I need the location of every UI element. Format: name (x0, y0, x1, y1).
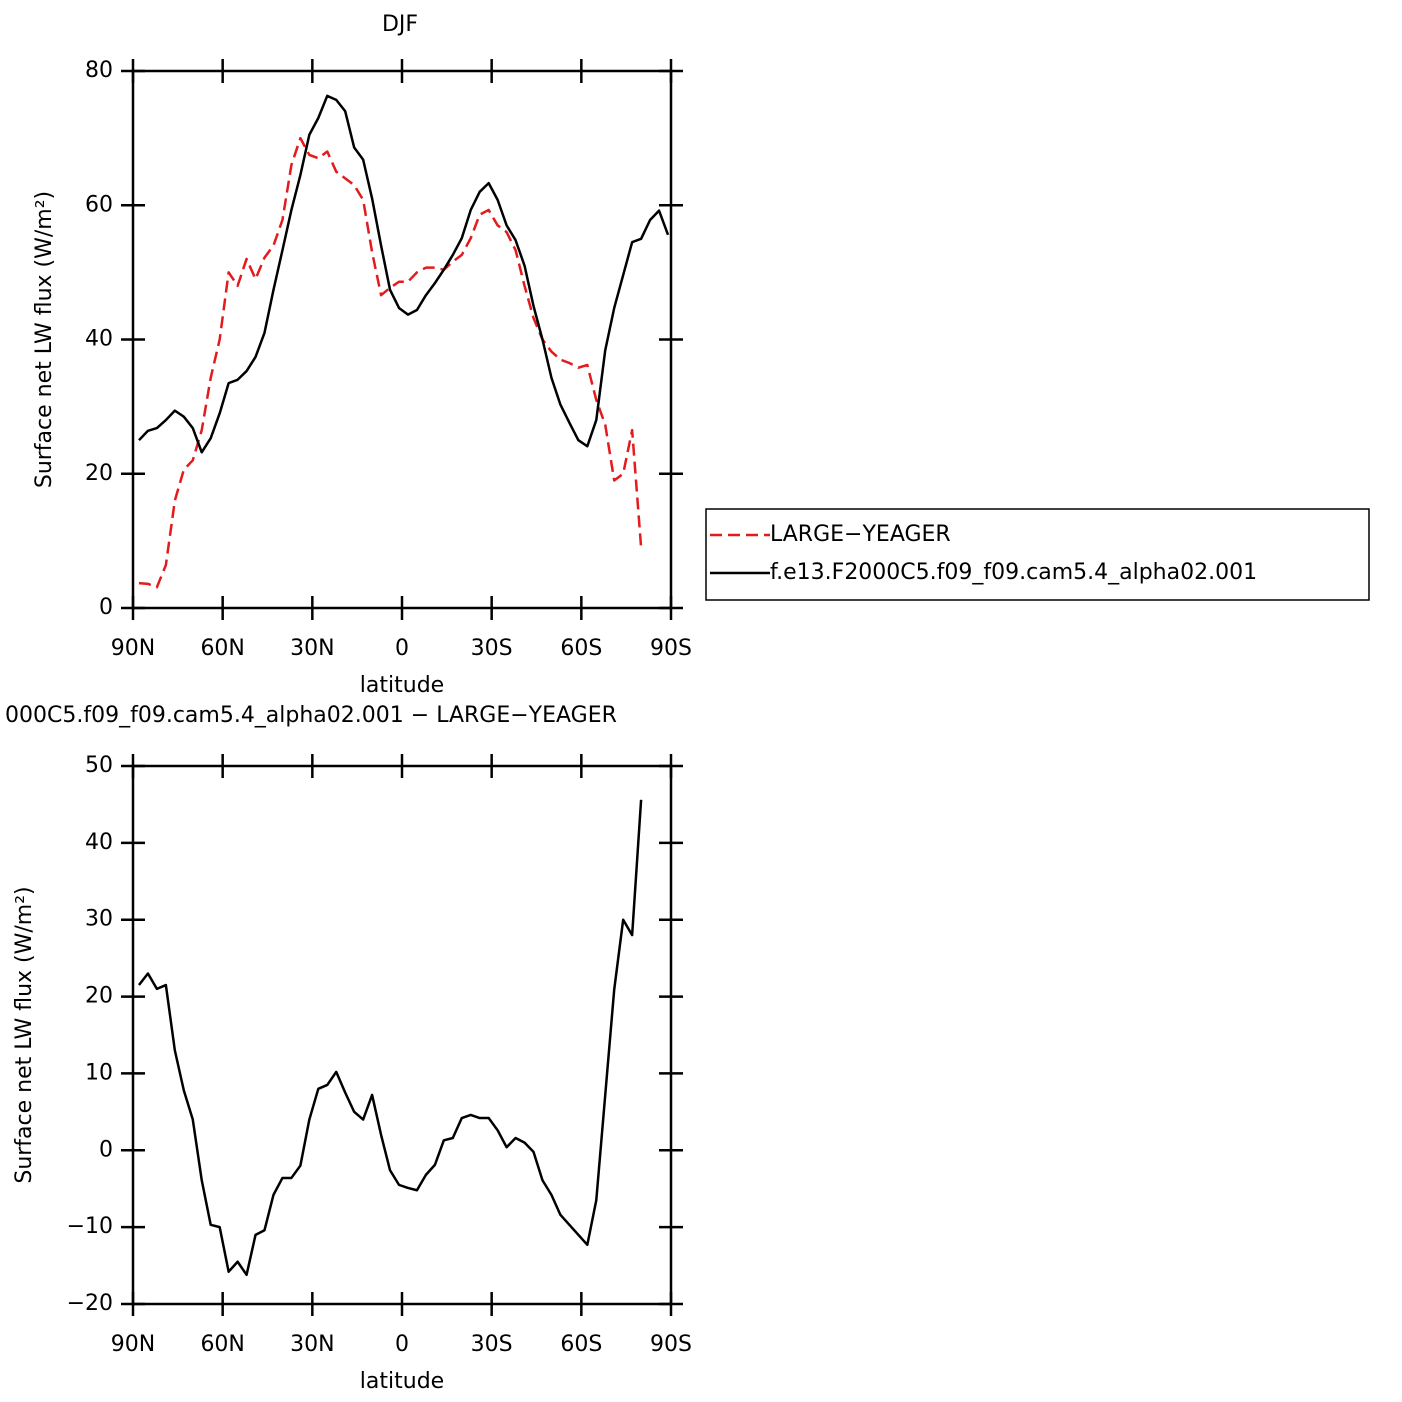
y-axis-label: Surface net LW flux (W/m²) (12, 886, 37, 1183)
y-tick-label: −20 (67, 1291, 113, 1316)
y-tick-label: 40 (85, 327, 113, 352)
legend-label: f.e13.F2000C5.f09_f09.cam5.4_alpha02.001 (770, 560, 1257, 585)
x-tick-label: 90S (650, 1332, 692, 1357)
y-tick-label: 40 (85, 830, 113, 855)
data-line (138, 136, 643, 589)
y-tick-label: 50 (85, 753, 113, 778)
x-tick-label: 90S (650, 636, 692, 661)
x-tick-label: 90N (111, 1332, 155, 1357)
x-tick-label: 60N (200, 1332, 244, 1357)
y-tick-label: 10 (85, 1060, 113, 1085)
x-tick-label: 30N (290, 1332, 334, 1357)
y-tick-label: 60 (85, 192, 113, 217)
x-tick-label: 60S (560, 636, 602, 661)
x-tick-label: 0 (395, 1332, 409, 1357)
x-axis-label: latitude (360, 1369, 444, 1394)
y-tick-label: 0 (99, 595, 113, 620)
x-tick-label: 90N (111, 636, 155, 661)
y-tick-label: −10 (67, 1214, 113, 1239)
y-axis-label: Surface net LW flux (W/m²) (32, 191, 57, 488)
y-tick-label: 30 (85, 907, 113, 932)
data-line (137, 799, 643, 1277)
y-tick-label: 80 (85, 58, 113, 83)
chart-title: DJF (382, 12, 418, 37)
y-tick-label: 20 (85, 984, 113, 1009)
x-tick-label: 60S (560, 1332, 602, 1357)
legend-label: LARGE−YEAGER (770, 522, 951, 547)
legend-box (705, 508, 1370, 601)
x-tick-label: 30S (471, 636, 513, 661)
x-axis-label: latitude (360, 673, 444, 698)
y-tick-label: 20 (85, 461, 113, 486)
data-line (138, 94, 670, 454)
x-tick-label: 30N (290, 636, 334, 661)
x-tick-label: 60N (200, 636, 244, 661)
plot-frame (131, 764, 673, 1306)
y-tick-label: 0 (99, 1137, 113, 1162)
x-tick-label: 0 (395, 636, 409, 661)
chart-title: 000C5.f09_f09.cam5.4_alpha02.001 − LARGE… (5, 703, 617, 728)
x-tick-label: 30S (471, 1332, 513, 1357)
plot-frame (131, 69, 673, 610)
